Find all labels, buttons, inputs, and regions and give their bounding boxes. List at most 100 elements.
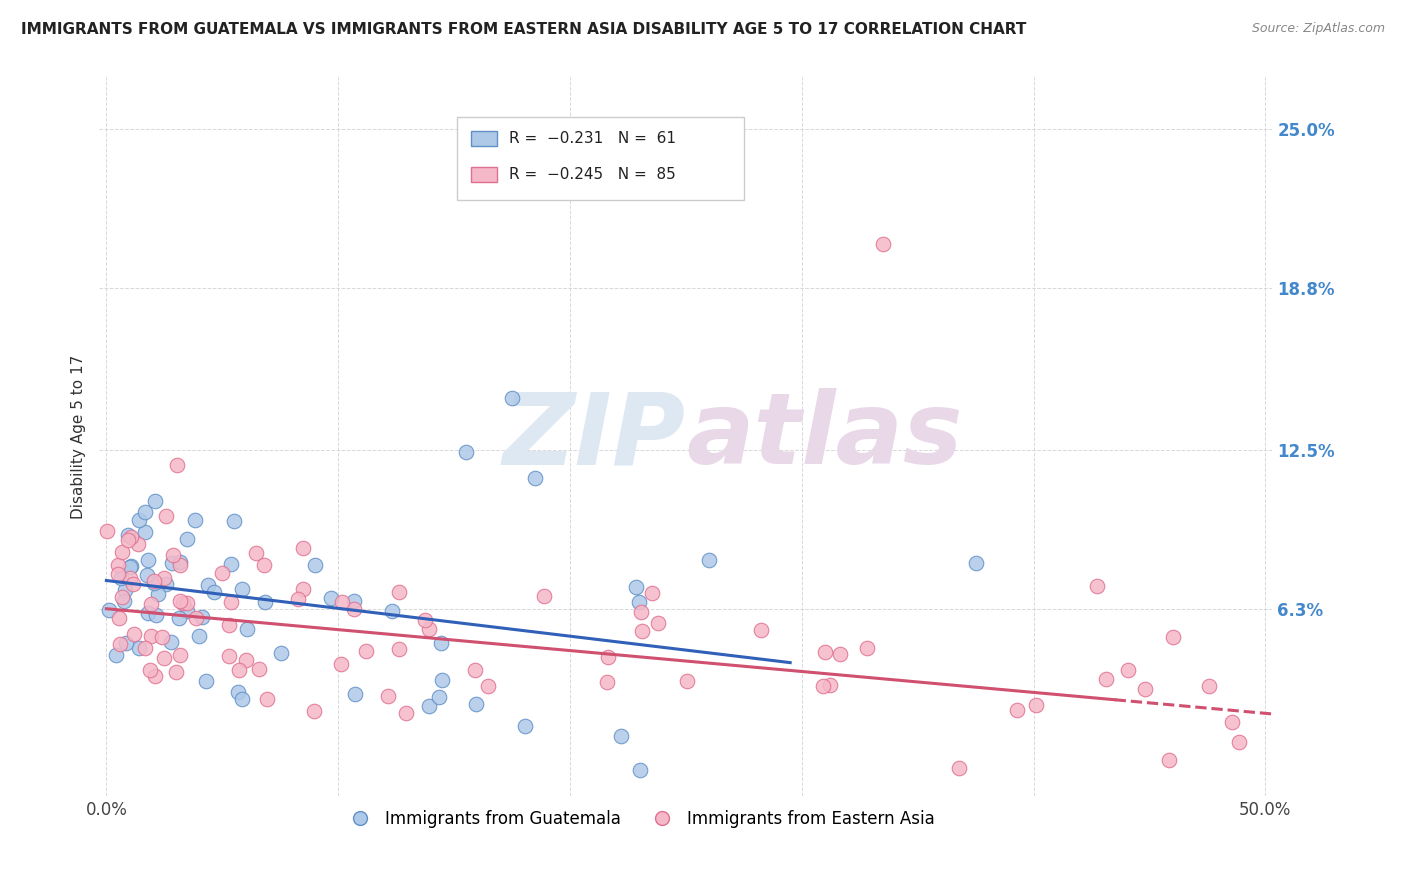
Point xyxy=(454,445,477,459)
Point xyxy=(145,607,167,622)
Point xyxy=(172,596,194,610)
Point xyxy=(115,636,138,650)
Point xyxy=(128,641,150,656)
Point xyxy=(169,555,191,569)
Point xyxy=(1095,673,1118,687)
Point xyxy=(749,624,772,638)
Point xyxy=(169,594,191,608)
Point xyxy=(141,597,163,611)
Point xyxy=(231,692,253,706)
Text: Source: ZipAtlas.com: Source: ZipAtlas.com xyxy=(1251,22,1385,36)
Point xyxy=(155,577,177,591)
Point xyxy=(1227,735,1250,749)
Point xyxy=(697,553,720,567)
Point xyxy=(211,566,233,581)
Point xyxy=(253,558,276,572)
Point xyxy=(121,577,143,591)
Point xyxy=(162,549,184,563)
Point xyxy=(160,634,183,648)
Point xyxy=(231,582,253,596)
Point xyxy=(235,653,257,667)
Point xyxy=(302,704,325,718)
Point xyxy=(152,651,174,665)
Point xyxy=(122,627,145,641)
Point xyxy=(184,513,207,527)
Point xyxy=(256,692,278,706)
Point xyxy=(107,558,129,573)
Point xyxy=(218,618,240,632)
Point xyxy=(253,595,276,609)
Point xyxy=(304,558,326,573)
Point xyxy=(342,594,364,608)
Point xyxy=(1007,702,1029,716)
Point xyxy=(811,679,834,693)
Point xyxy=(427,690,450,704)
Point xyxy=(176,604,198,618)
Point xyxy=(647,615,669,630)
Point xyxy=(226,684,249,698)
Point xyxy=(387,641,409,656)
Point xyxy=(108,637,131,651)
Point xyxy=(1161,630,1184,644)
Point xyxy=(1159,752,1181,766)
Point xyxy=(292,541,315,556)
Point xyxy=(948,760,970,774)
Point xyxy=(395,706,418,720)
Text: ZIP: ZIP xyxy=(503,388,686,485)
Point xyxy=(107,567,129,582)
Point xyxy=(513,718,536,732)
Point xyxy=(202,585,225,599)
Point xyxy=(117,528,139,542)
Point xyxy=(105,648,128,662)
Point xyxy=(856,640,879,655)
Point xyxy=(631,624,654,639)
Text: R =  −0.245   N =  85: R = −0.245 N = 85 xyxy=(509,167,675,182)
Point xyxy=(219,595,242,609)
Point xyxy=(872,237,894,252)
Point xyxy=(127,537,149,551)
Point xyxy=(342,601,364,615)
Point xyxy=(245,545,267,559)
Point xyxy=(628,764,651,778)
Point xyxy=(143,669,166,683)
Point xyxy=(118,560,141,574)
Point xyxy=(169,558,191,572)
Point xyxy=(965,556,987,570)
Point xyxy=(134,505,156,519)
Point xyxy=(432,673,454,687)
Text: atlas: atlas xyxy=(686,388,962,485)
Point xyxy=(148,587,170,601)
Y-axis label: Disability Age 5 to 17: Disability Age 5 to 17 xyxy=(72,355,86,519)
Point xyxy=(143,493,166,508)
Point xyxy=(134,524,156,539)
Point xyxy=(176,596,198,610)
Point xyxy=(176,533,198,547)
Point xyxy=(329,657,352,672)
Point xyxy=(354,643,377,657)
Point xyxy=(477,679,499,693)
Point xyxy=(118,571,141,585)
Point xyxy=(162,557,184,571)
Point xyxy=(188,629,211,643)
Point xyxy=(609,729,631,743)
Point xyxy=(418,622,440,636)
Point xyxy=(1220,714,1243,729)
Point xyxy=(117,533,139,548)
Point xyxy=(134,640,156,655)
Point xyxy=(627,595,650,609)
Point xyxy=(120,530,142,544)
Point xyxy=(247,662,270,676)
Bar xyxy=(471,130,498,146)
Point xyxy=(228,663,250,677)
Point xyxy=(830,647,852,661)
Point xyxy=(596,650,619,665)
Point xyxy=(98,602,121,616)
Point xyxy=(186,610,208,624)
Point xyxy=(418,699,440,714)
Point xyxy=(596,674,619,689)
Point xyxy=(110,591,132,605)
Point xyxy=(287,592,309,607)
Point xyxy=(415,613,437,627)
Point xyxy=(321,591,343,605)
Point xyxy=(1198,679,1220,693)
